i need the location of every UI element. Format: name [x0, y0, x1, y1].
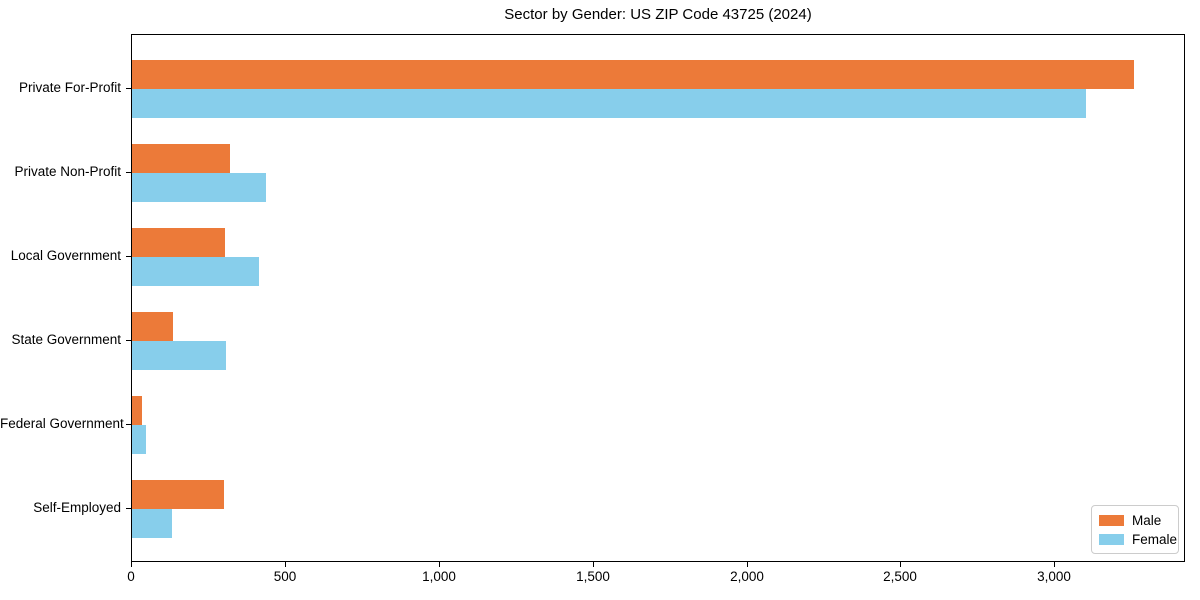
y-tick-mark	[126, 88, 131, 89]
x-tick-label-2-500: 2,500	[883, 569, 917, 584]
y-tick-label-private-non-profit: Private Non-Profit	[14, 164, 121, 179]
x-tick-label-3-000: 3,000	[1037, 569, 1071, 584]
legend-row-male: Male	[1099, 513, 1178, 528]
bar-male-private-for-profit	[132, 60, 1134, 89]
legend-swatch-male	[1099, 514, 1124, 526]
y-tick-mark	[126, 424, 131, 425]
bar-male-federal-government	[132, 396, 142, 425]
legend: Male Female	[1091, 505, 1179, 554]
x-tick-mark	[439, 562, 440, 567]
bar-female-self-employed	[132, 509, 172, 538]
x-tick-mark	[1054, 562, 1055, 567]
y-tick-mark	[126, 172, 131, 173]
y-tick-mark	[126, 340, 131, 341]
legend-swatch-female	[1099, 533, 1124, 545]
x-tick-label-1-500: 1,500	[576, 569, 610, 584]
y-tick-label-self-employed: Self-Employed	[33, 500, 121, 515]
y-tick-label-federal-government: Federal Government	[0, 416, 124, 431]
bar-male-self-employed	[132, 480, 224, 509]
bar-female-state-government	[132, 341, 226, 370]
y-tick-mark	[126, 508, 131, 509]
x-tick-mark	[900, 562, 901, 567]
y-tick-label-state-government: State Government	[11, 332, 121, 347]
x-tick-mark	[131, 562, 132, 567]
bar-male-state-government	[132, 312, 173, 341]
x-tick-mark	[285, 562, 286, 567]
legend-label-female: Female	[1132, 531, 1178, 547]
bar-female-local-government	[132, 257, 259, 286]
x-tick-label-0: 0	[127, 569, 135, 584]
bar-female-private-for-profit	[132, 89, 1086, 118]
chart-title: Sector by Gender: US ZIP Code 43725 (202…	[504, 6, 812, 23]
y-tick-mark	[126, 256, 131, 257]
legend-row-female: Female	[1099, 532, 1178, 547]
bar-male-local-government	[132, 228, 225, 257]
x-tick-label-500: 500	[273, 569, 297, 584]
x-tick-label-2-000: 2,000	[730, 569, 764, 584]
x-tick-mark	[747, 562, 748, 567]
legend-label-male: Male	[1132, 512, 1162, 528]
bar-female-federal-government	[132, 425, 146, 454]
plot-area	[131, 34, 1185, 562]
y-tick-label-private-for-profit: Private For-Profit	[18, 80, 121, 95]
bar-female-private-non-profit	[132, 173, 266, 202]
x-tick-mark	[593, 562, 594, 567]
x-tick-label-1-000: 1,000	[422, 569, 456, 584]
y-tick-label-local-government: Local Government	[10, 248, 121, 263]
bar-male-private-non-profit	[132, 144, 230, 173]
